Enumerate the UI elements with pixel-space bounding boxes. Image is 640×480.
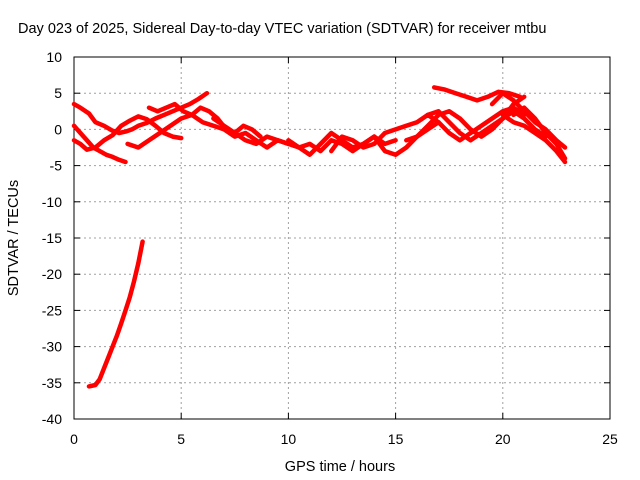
x-tick-label: 15 (388, 431, 404, 447)
series-sat-c (71, 123, 128, 165)
x-tick-label: 20 (495, 431, 511, 447)
series-sat-f (125, 112, 398, 154)
y-tick-label: -5 (50, 158, 63, 174)
series-sat-h (286, 119, 441, 157)
series-sat-j (404, 109, 548, 143)
x-tick-label: 5 (177, 431, 185, 447)
x-axis-label: GPS time / hours (285, 459, 395, 475)
y-tick-label: -35 (42, 375, 62, 391)
x-tick-label: 0 (70, 431, 78, 447)
series-sat-o (511, 105, 568, 161)
y-tick-label: -25 (42, 302, 62, 318)
y-axis-label: SDTVAR / TECUs (6, 180, 22, 296)
y-tick-label: -30 (42, 339, 62, 355)
series-sat-g (211, 116, 291, 147)
x-tick-label: 10 (281, 431, 297, 447)
y-tick-label: -40 (42, 411, 62, 427)
y-tick-label: -10 (42, 194, 62, 210)
series-sat-m (489, 90, 568, 150)
series-sat-n (500, 112, 568, 165)
y-tick-label: 5 (54, 85, 62, 101)
series-sat-e (146, 101, 263, 139)
y-tick-label: -20 (42, 266, 62, 282)
chart-title: Day 023 of 2025, Sidereal Day-to-day VTE… (18, 21, 546, 37)
axis-ticks: 0 5 10 15 20 25 -40 -35 -30 -25 -20 -15 -10 -5 0 5 10 (42, 49, 618, 447)
y-tick-label: 10 (46, 49, 62, 65)
y-tick-label: -15 (42, 230, 62, 246)
series-sat-d (86, 239, 145, 389)
series-sat-a (71, 90, 210, 136)
data-series (71, 85, 568, 389)
series-sat-k (425, 94, 527, 143)
y-tick-label: 0 (54, 121, 62, 137)
x-tick-label: 25 (602, 431, 618, 447)
grid-lines (74, 57, 610, 419)
